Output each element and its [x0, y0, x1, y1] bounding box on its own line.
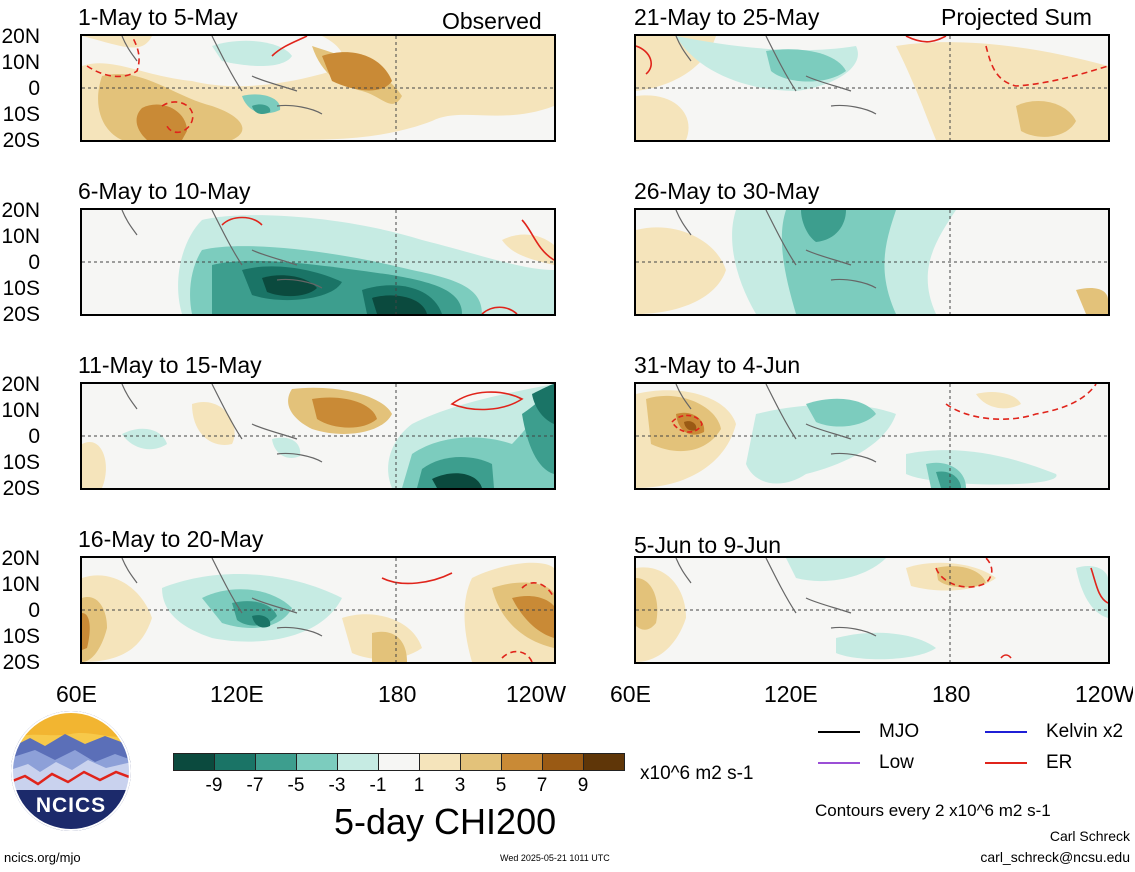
ncics-logo: NCICS — [10, 710, 132, 832]
map-fields — [636, 210, 1108, 314]
colorbar-swatch — [173, 753, 215, 771]
observed-label: Observed — [442, 8, 542, 34]
map-fields — [82, 558, 554, 662]
colorbar-tick: 7 — [536, 775, 548, 796]
chart-title: 5-day CHI200 — [334, 801, 557, 842]
map-fields — [636, 558, 1108, 662]
panel-title-obs-1: 1-May to 5-May — [78, 4, 238, 30]
footer-url: ncics.org/mjo — [4, 850, 81, 865]
colorbar-tick: 5 — [495, 775, 507, 796]
lon-label: 120E — [764, 681, 818, 707]
lat-label: 10S — [2, 451, 40, 474]
colorbar-swatch — [296, 753, 338, 771]
legend-line-low — [818, 762, 860, 764]
legend-label-mjo: MJO — [879, 721, 920, 742]
panel-title-obs-2: 6-May to 10-May — [78, 178, 251, 204]
map-fields — [82, 384, 554, 488]
panel-title-proj-2: 26-May to 30-May — [634, 178, 820, 204]
map-panel-obs-2 — [80, 208, 556, 316]
panel-title-obs-3: 11-May to 15-May — [78, 352, 262, 378]
map-panel-obs-1 — [80, 34, 556, 142]
map-panel-proj-1 — [634, 34, 1110, 142]
lon-label: 120E — [210, 681, 264, 707]
lat-label: 10N — [1, 51, 40, 74]
lat-label: 10S — [2, 103, 40, 126]
lat-label: 0 — [28, 251, 40, 274]
colorbar-tick: -5 — [287, 775, 305, 796]
lon-label: 180 — [378, 681, 417, 707]
panel-title-proj-4: 5-Jun to 9-Jun — [634, 532, 782, 558]
legend-label-kelvin: Kelvin x2 — [1046, 721, 1124, 742]
lat-label: 10S — [2, 625, 40, 648]
colorbar-swatch — [542, 753, 584, 771]
map-fields — [82, 210, 554, 314]
lat-label: 20N — [1, 199, 40, 222]
legend-line-kelvin — [985, 731, 1027, 733]
lat-label: 0 — [28, 425, 40, 448]
colorbar-tick: 1 — [413, 775, 425, 796]
lat-label: 20S — [2, 477, 40, 500]
author-name: Carl Schreck — [1049, 828, 1130, 844]
map-fields — [82, 36, 554, 140]
colorbar-swatch — [583, 753, 625, 771]
colorbar-tick: -7 — [246, 775, 264, 796]
lat-label: 10N — [1, 573, 40, 596]
colorbar-swatch — [460, 753, 502, 771]
lon-label: 120W — [506, 681, 567, 707]
lon-label: 120W — [1075, 683, 1133, 706]
lat-label: 20N — [1, 547, 40, 570]
map-panel-obs-3 — [80, 382, 556, 490]
colorbar-units: x10^6 m2 s-1 — [640, 763, 754, 784]
lat-label: 20N — [1, 25, 40, 48]
colorbar-tick: 3 — [454, 775, 466, 796]
footer-timestamp: Wed 2025-05-21 1011 UTC — [500, 853, 610, 863]
legend-line-mjo — [818, 731, 860, 733]
map-panel-proj-3 — [634, 382, 1110, 490]
lat-label: 20N — [1, 373, 40, 396]
author-email: carl_schreck@ncsu.edu — [980, 849, 1130, 865]
legend-line-er — [985, 762, 1027, 764]
map-panel-proj-2 — [634, 208, 1110, 316]
colorbar-swatch — [501, 753, 543, 771]
contours-note: Contours every 2 x10^6 m2 s-1 — [815, 801, 1051, 820]
lat-label: 0 — [28, 599, 40, 622]
lat-label: 10N — [1, 399, 40, 422]
legend-label-low: Low — [879, 752, 914, 773]
lat-label: 20S — [2, 303, 40, 326]
map-fields — [636, 36, 1108, 140]
lat-label: 20S — [2, 129, 40, 152]
map-panel-proj-4 — [634, 556, 1110, 664]
colorbar-swatch — [255, 753, 297, 771]
lon-label: 60E — [610, 681, 651, 707]
lat-label: 20S — [2, 651, 40, 674]
colorbar-swatch — [419, 753, 461, 771]
map-panel-obs-4 — [80, 556, 556, 664]
colorbar-swatch — [378, 753, 420, 771]
lon-label: 60E — [56, 681, 97, 707]
panel-title-proj-3: 31-May to 4-Jun — [634, 352, 801, 378]
map-fields — [636, 384, 1108, 488]
colorbar-tick: 9 — [577, 775, 589, 796]
colorbar-tick: -1 — [369, 775, 387, 796]
panel-title-obs-4: 16-May to 20-May — [78, 526, 264, 552]
colorbar-tick: -3 — [328, 775, 346, 796]
colorbar-swatch — [214, 753, 256, 771]
lat-label: 10S — [2, 277, 40, 300]
colorbar-tick: -9 — [205, 775, 223, 796]
lat-label: 10N — [1, 225, 40, 248]
logo-emblem-icon — [11, 711, 131, 831]
legend-label-er: ER — [1046, 752, 1073, 773]
lat-label: 0 — [28, 77, 40, 100]
projected-label: Projected Sum — [941, 4, 1092, 30]
panel-title-proj-1: 21-May to 25-May — [634, 4, 820, 30]
lon-label: 180 — [932, 681, 971, 707]
colorbar-swatch — [337, 753, 379, 771]
logo-text: NCICS — [35, 794, 107, 817]
